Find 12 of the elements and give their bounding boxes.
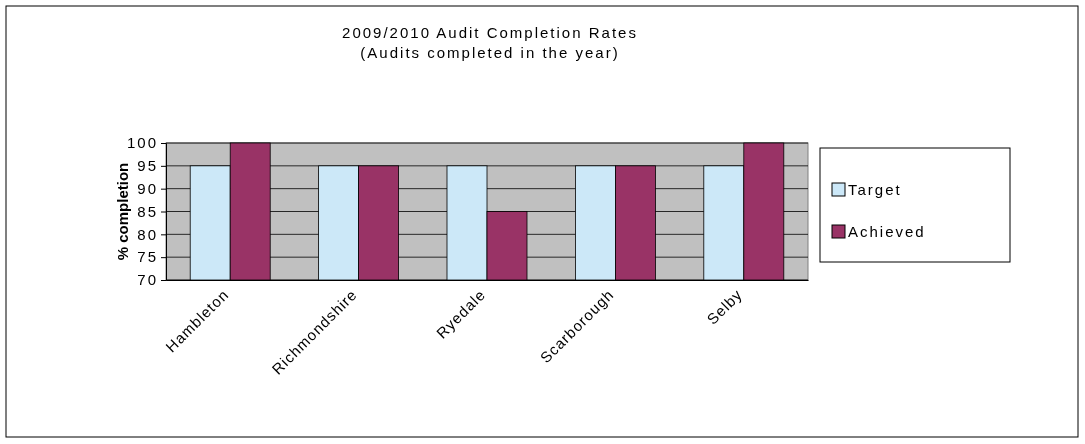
y-tick-label: 80 [137, 225, 158, 243]
y-tick-label: 70 [137, 271, 158, 289]
chart-title: 2009/2010 Audit Completion Rates [342, 24, 638, 41]
y-tick-label: 85 [137, 202, 158, 220]
y-tick-label: 100 [126, 134, 158, 152]
legend-label: Achieved [848, 223, 926, 240]
y-axis-title: % completion [114, 162, 131, 261]
legend-label: Target [848, 181, 902, 198]
y-tick-label: 95 [137, 157, 158, 175]
y-tick-label: 90 [137, 179, 158, 197]
y-tick-label: 75 [137, 248, 158, 266]
chart-subtitle: (Audits completed in the year) [360, 44, 620, 61]
